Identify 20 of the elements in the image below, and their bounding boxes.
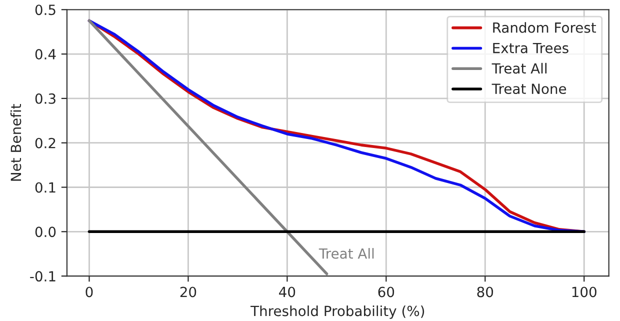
y-tick-label: 0.1: [35, 182, 56, 193]
x-tick-label: 20: [180, 286, 196, 298]
x-axis-title: Threshold Probability (%): [250, 305, 424, 319]
y-tick-label: 0.2: [35, 138, 56, 148]
legend-label: Treat All: [492, 62, 546, 74]
y-tick-label: 0.3: [35, 93, 56, 104]
y-tick-label: -0.1: [30, 271, 56, 282]
x-tick-label: 60: [378, 286, 394, 298]
legend-label: Extra Trees: [493, 42, 568, 54]
x-tick-label: 0: [86, 286, 93, 298]
x-tick-label: 80: [477, 286, 494, 298]
y-axis-title: Net Benefit: [10, 104, 22, 181]
x-tick-label: 100: [572, 286, 596, 298]
x-tick-label: 40: [279, 286, 296, 298]
y-tick-label: 0.4: [35, 49, 56, 60]
legend-label: Treat None: [492, 84, 566, 94]
y-tick-label: 0.5: [35, 4, 56, 16]
legend-label: Random Forest: [493, 22, 596, 33]
y-tick-label: 0.0: [35, 226, 56, 238]
annotation: Treat All: [318, 248, 374, 259]
